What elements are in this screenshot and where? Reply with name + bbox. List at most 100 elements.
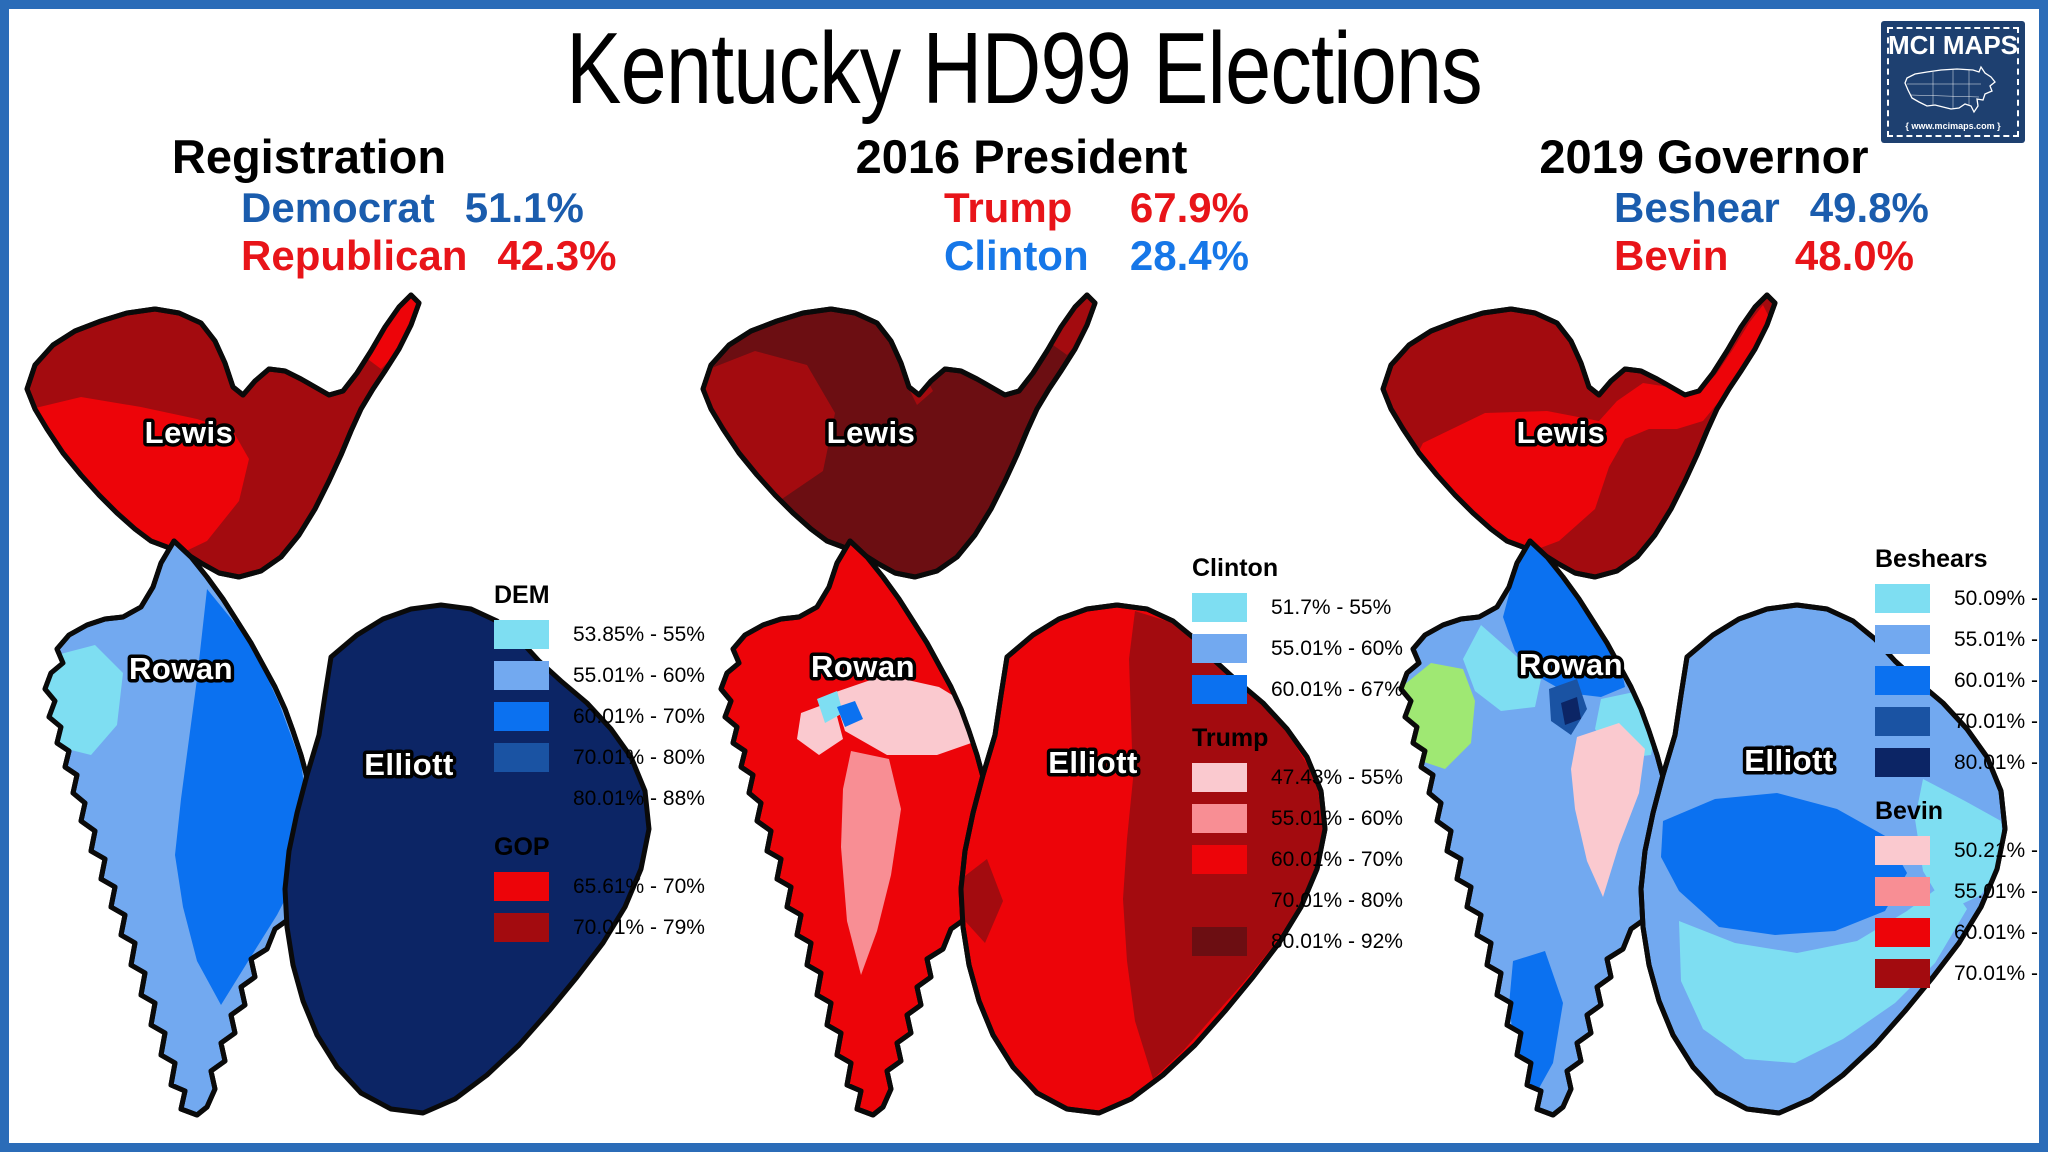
county-label-rowan: Rowan (811, 649, 915, 684)
legend-row: 70.01% - 80% (1875, 959, 2039, 988)
precinct-patch (833, 675, 977, 755)
stat-value: 48.0% (1794, 232, 1914, 279)
county-label-rowan: Rowan (1519, 647, 1623, 682)
panel-heading-registration: Registration (171, 130, 447, 183)
precinct-patch (961, 859, 1003, 943)
legend-range: 55.01% - 60% (1954, 879, 2039, 903)
legend-group-clinton: Clinton 51.7% - 55% 55.01% - 60% 60.01% … (1192, 554, 1422, 716)
legend-range: 70.01% - 80% (1954, 709, 2039, 733)
legend-row: 60.01% - 70% (1192, 845, 1422, 874)
stat-label: Clinton (944, 232, 1089, 279)
county-label-lewis: Lewis (145, 415, 234, 450)
county-label-elliott: Elliott (364, 747, 454, 782)
stat-value: 67.9% (1129, 184, 1249, 231)
precinct-patch (817, 691, 843, 723)
county-label-lewis: Lewis (1517, 415, 1606, 450)
governor-stats: Beshear 49.8% Bevin 48.0% (1614, 184, 1929, 279)
legend-row: 55.01% - 60% (494, 661, 724, 690)
legend-group-dem: DEM 53.85% - 55% 55.01% - 60% 60.01% - 7… (494, 581, 724, 825)
logo-stamp-border: MCI MAPS { www.mcimaps.com } (1887, 27, 2019, 137)
stat-value: 51.1% (464, 184, 584, 231)
legend-row: 55.01% - 60% (1875, 877, 2039, 906)
precinct-patch (1411, 305, 1769, 559)
legend-group-title: DEM (494, 581, 550, 609)
stat-bevin: Bevin 48.0% (1614, 233, 1914, 279)
legend-group-title: Trump (1192, 724, 1269, 752)
legend-group-title: Clinton (1192, 554, 1279, 582)
precinct-patch (1401, 663, 1475, 769)
stat-label: Beshear (1614, 184, 1780, 231)
precinct-patch (1915, 779, 2005, 911)
stat-label: Republican (241, 232, 468, 279)
legend-row: 70.01% - 79% (494, 913, 724, 942)
elliott-outline (958, 602, 1328, 1116)
legend-row: 70.01% - 80% (494, 743, 724, 772)
legend-swatch (1875, 918, 1930, 947)
legend-range: 50.09% - 55% (1954, 586, 2039, 610)
legend-row: 60.01% - 67% (1192, 675, 1422, 704)
stat-label: Democrat (241, 184, 435, 231)
legend-row: 47.43% - 55% (1192, 763, 1422, 792)
legend-swatch (1875, 959, 1930, 988)
legend-range: 60.01% - 70% (1954, 668, 2039, 692)
lewis-outline (700, 292, 1098, 580)
legend-swatch (494, 784, 549, 813)
precinct-patch (1571, 723, 1645, 897)
legend-range: 55.01% - 60% (1271, 636, 1403, 660)
legend-row: 53.85% - 55% (494, 620, 724, 649)
legend-swatch (1192, 845, 1247, 874)
legend-row: 60.01% - 70% (1875, 666, 2039, 695)
legend-swatch (1875, 877, 1930, 906)
legend-swatch (1875, 625, 1930, 654)
stat-republican: Republican 42.3% (241, 232, 616, 279)
legend-group-gop: GOP 65.61% - 70% 70.01% - 79% (494, 833, 724, 954)
legend-range: 70.01% - 79% (573, 915, 705, 939)
legend-swatch (494, 872, 549, 901)
legend-range: 55.01% - 60% (573, 663, 705, 687)
legend-swatch (1192, 593, 1247, 622)
page-title: Kentucky HD99 Elections (566, 13, 1482, 125)
legend-row: 50.21% - 55% (1875, 836, 2039, 865)
stat-clinton: Clinton 28.4% (944, 233, 1249, 279)
legend-range: 53.85% - 55% (573, 622, 705, 646)
logo-url: { www.mcimaps.com } (1905, 121, 2001, 131)
legend-range: 55.01% - 60% (1271, 806, 1403, 830)
legend-row: 70.01% - 80% (1875, 707, 2039, 736)
precinct-patch (841, 751, 901, 975)
legend-group-title: Bevin (1875, 797, 1944, 825)
legend-range: 55.01% - 60% (1954, 627, 2039, 651)
precinct-patch (175, 589, 309, 1005)
legend-range: 47.43% - 55% (1271, 765, 1403, 789)
legend-swatch (1192, 927, 1247, 956)
lewis-outline (24, 292, 422, 580)
legend-swatch (1192, 804, 1247, 833)
legend-range: 70.01% - 80% (1271, 888, 1403, 912)
county-label-lewis: Lewis (827, 415, 916, 450)
precinct-patch (1053, 295, 1095, 355)
legend-range: 80.01% - 92% (1271, 929, 1403, 953)
legend-row: 60.01% - 70% (1875, 918, 2039, 947)
president-legend: Clinton 51.7% - 55% 55.01% - 60% 60.01% … (1192, 554, 1422, 976)
legend-swatch (1192, 634, 1247, 663)
legend-swatch (1192, 763, 1247, 792)
legend-row: 55.01% - 60% (1192, 634, 1422, 663)
legend-range: 60.01% - 67% (1271, 677, 1403, 701)
lewis-outline (1380, 292, 1778, 580)
precinct-patch (27, 397, 249, 563)
usa-map-icon (1904, 65, 1996, 113)
precinct-patch (1463, 625, 1541, 711)
precinct-patch (365, 295, 419, 369)
legend-swatch (1192, 886, 1247, 915)
legend-range: 70.01% - 80% (1954, 961, 2039, 985)
legend-row: 50.09% - 55% (1875, 584, 2039, 613)
legend-range: 65.61% - 70% (573, 874, 705, 898)
logo-text: MCI MAPS (1888, 30, 2018, 60)
legend-range: 60.01% - 70% (1954, 920, 2039, 944)
legend-range: 60.01% - 70% (573, 704, 705, 728)
legend-row: 65.61% - 70% (494, 872, 724, 901)
stat-trump: Trump 67.9% (944, 185, 1249, 231)
stat-label: Bevin (1614, 232, 1729, 279)
legend-row: 55.01% - 60% (1192, 804, 1422, 833)
legend-group-trump: Trump 47.43% - 55% 55.01% - 60% 60.01% -… (1192, 724, 1422, 968)
registration-map: Lewis Rowan Elliott (24, 292, 652, 1118)
